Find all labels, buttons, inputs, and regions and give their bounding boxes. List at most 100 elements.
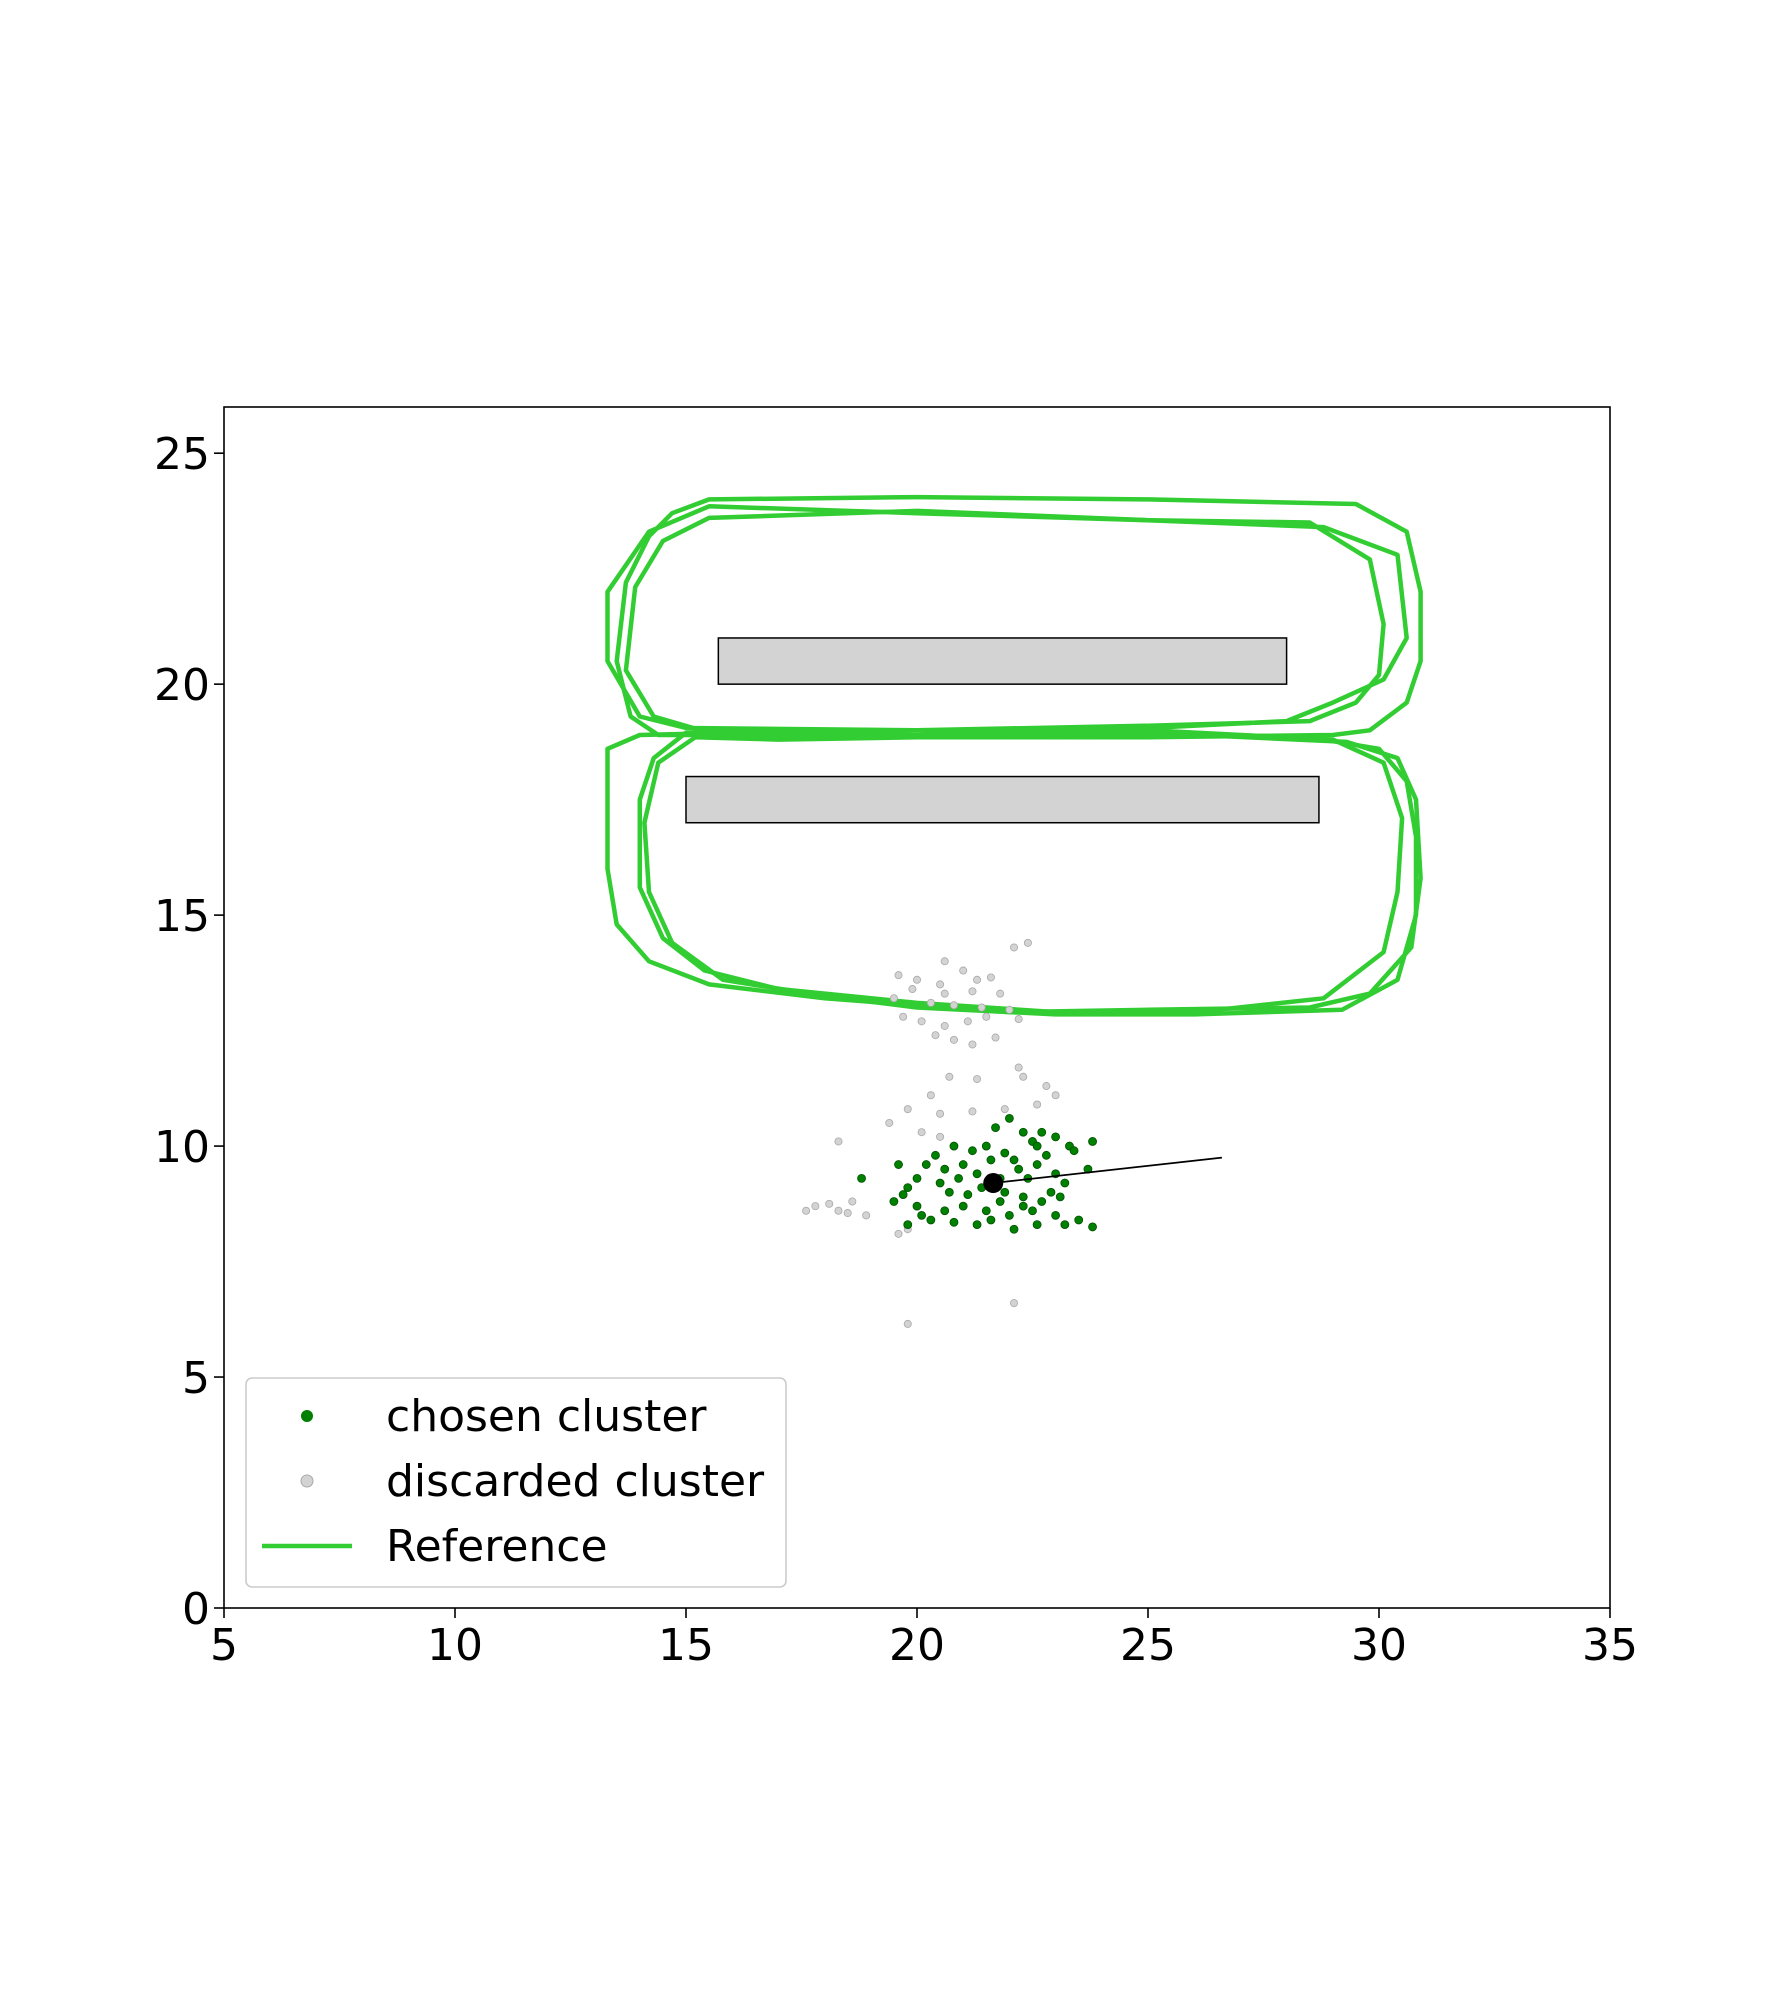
discarded-point-2 [959, 966, 968, 975]
chosen-point-49 [903, 1220, 913, 1230]
discarded-point-11 [996, 989, 1005, 998]
legend-marker-discarded-cluster [300, 1474, 314, 1488]
chosen-point-57 [917, 1210, 927, 1220]
chosen-point-46 [1051, 1210, 1060, 1220]
scatter-layer [802, 938, 1223, 1328]
chosen-point-26 [935, 1178, 945, 1188]
chosen-point-5 [991, 1123, 1000, 1132]
discarded-point-48 [843, 1209, 852, 1218]
chosen-point-11 [931, 1150, 940, 1160]
discarded-point-26 [991, 1033, 1000, 1042]
discarded-point-28 [1023, 938, 1032, 947]
discarded-point-22 [1014, 1015, 1023, 1024]
discarded-point-55 [903, 1319, 912, 1328]
chosen-point-44 [1005, 1210, 1014, 1220]
chosen-point-25 [912, 1174, 922, 1183]
chosen-point-59 [995, 1197, 1005, 1206]
discarded-point-39 [968, 1107, 977, 1116]
discarded-point-40 [1000, 1105, 1009, 1114]
discarded-point-16 [1005, 1005, 1014, 1014]
chosen-point-39 [889, 1197, 899, 1206]
discarded-point-34 [1051, 1091, 1060, 1100]
reference-loop-2 [605, 504, 1386, 733]
obstacle-layer [685, 637, 1320, 824]
heading-line [993, 1156, 1223, 1184]
legend-label-reference: Reference [386, 1521, 608, 1572]
obstacle-2 [685, 775, 1320, 824]
discarded-point-38 [936, 1109, 945, 1118]
chosen-point-32 [903, 1183, 913, 1193]
chosen-point-27 [972, 1169, 982, 1179]
chosen-point-2 [1018, 1127, 1028, 1137]
discarded-point-29 [945, 1072, 954, 1081]
y-tick-label: 15 [154, 891, 210, 942]
chosen-point-55 [1032, 1220, 1042, 1230]
chosen-point-51 [949, 1217, 959, 1227]
discarded-point-6 [973, 975, 982, 984]
discarded-point-51 [848, 1197, 857, 1206]
discarded-point-46 [811, 1202, 820, 1211]
chosen-point-61 [1046, 1187, 1056, 1197]
discarded-point-44 [834, 1137, 843, 1146]
chosen-point-50 [926, 1215, 936, 1225]
chosen-point-8 [981, 1141, 991, 1151]
discarded-point-5 [936, 980, 945, 989]
chosen-point-60 [954, 1174, 963, 1183]
chosen-point-13 [1041, 1150, 1051, 1160]
chosen-point-20 [986, 1155, 996, 1165]
discarded-point-50 [825, 1199, 834, 1208]
x-tick-label: 35 [1582, 1620, 1638, 1671]
chosen-point-34 [963, 1190, 973, 1199]
discarded-point-13 [926, 998, 935, 1007]
discarded-point-3 [894, 971, 903, 980]
discarded-point-49 [862, 1211, 871, 1220]
discarded-point-35 [1033, 1100, 1042, 1109]
legend-label-chosen-cluster: chosen cluster [386, 1391, 707, 1442]
chosen-point-64 [1000, 1148, 1010, 1158]
legend-box [245, 1377, 787, 1588]
discarded-point-1 [940, 957, 949, 966]
plot-area [605, 494, 1423, 1328]
legend-marker-chosen-cluster [301, 1410, 313, 1422]
chosen-point-31 [857, 1174, 866, 1183]
discarded-point-21 [982, 1012, 991, 1021]
discarded-point-14 [949, 1001, 958, 1010]
discarded-point-23 [931, 1031, 940, 1040]
chosen-point-17 [921, 1160, 931, 1169]
discarded-point-36 [926, 1091, 935, 1100]
chosen-point-12 [1009, 1155, 1019, 1165]
chosen-point-54 [1009, 1224, 1019, 1234]
chosen-point-65 [898, 1190, 908, 1199]
chosen-point-30 [1060, 1178, 1070, 1188]
reference-loop-3 [623, 508, 1409, 738]
discarded-point-20 [963, 1017, 972, 1026]
y-tick-label: 0 [182, 1584, 210, 1635]
discarded-point-32 [1019, 1072, 1028, 1081]
chosen-point-47 [1074, 1215, 1084, 1225]
chosen-point-21 [1014, 1164, 1024, 1174]
chosen-point-14 [1069, 1146, 1079, 1156]
legend: chosen cluster discarded cluster Referen… [245, 1377, 787, 1588]
reference-loop-6 [637, 728, 1405, 1015]
chosen-point-43 [981, 1206, 991, 1216]
y-tick-label: 20 [154, 660, 210, 711]
chosen-point-19 [958, 1160, 968, 1169]
chosen-point-18 [940, 1164, 950, 1174]
discarded-point-30 [973, 1075, 982, 1084]
chosen-point-4 [1051, 1132, 1060, 1142]
discarded-point-31 [1014, 1063, 1023, 1072]
chosen-point-22 [1032, 1160, 1042, 1169]
discarded-point-25 [968, 1040, 977, 1049]
chosen-point-37 [1037, 1197, 1047, 1206]
discarded-point-47 [834, 1206, 843, 1215]
reference-loop-1 [614, 494, 1423, 740]
chosen-point-40 [912, 1201, 922, 1211]
chosen-point-38 [1055, 1192, 1065, 1202]
discarded-point-24 [949, 1035, 958, 1044]
y-tick-label: 25 [154, 429, 210, 480]
y-tick-label: 10 [154, 1122, 210, 1173]
discarded-point-4 [913, 975, 922, 984]
chosen-point-48 [1088, 1222, 1097, 1232]
